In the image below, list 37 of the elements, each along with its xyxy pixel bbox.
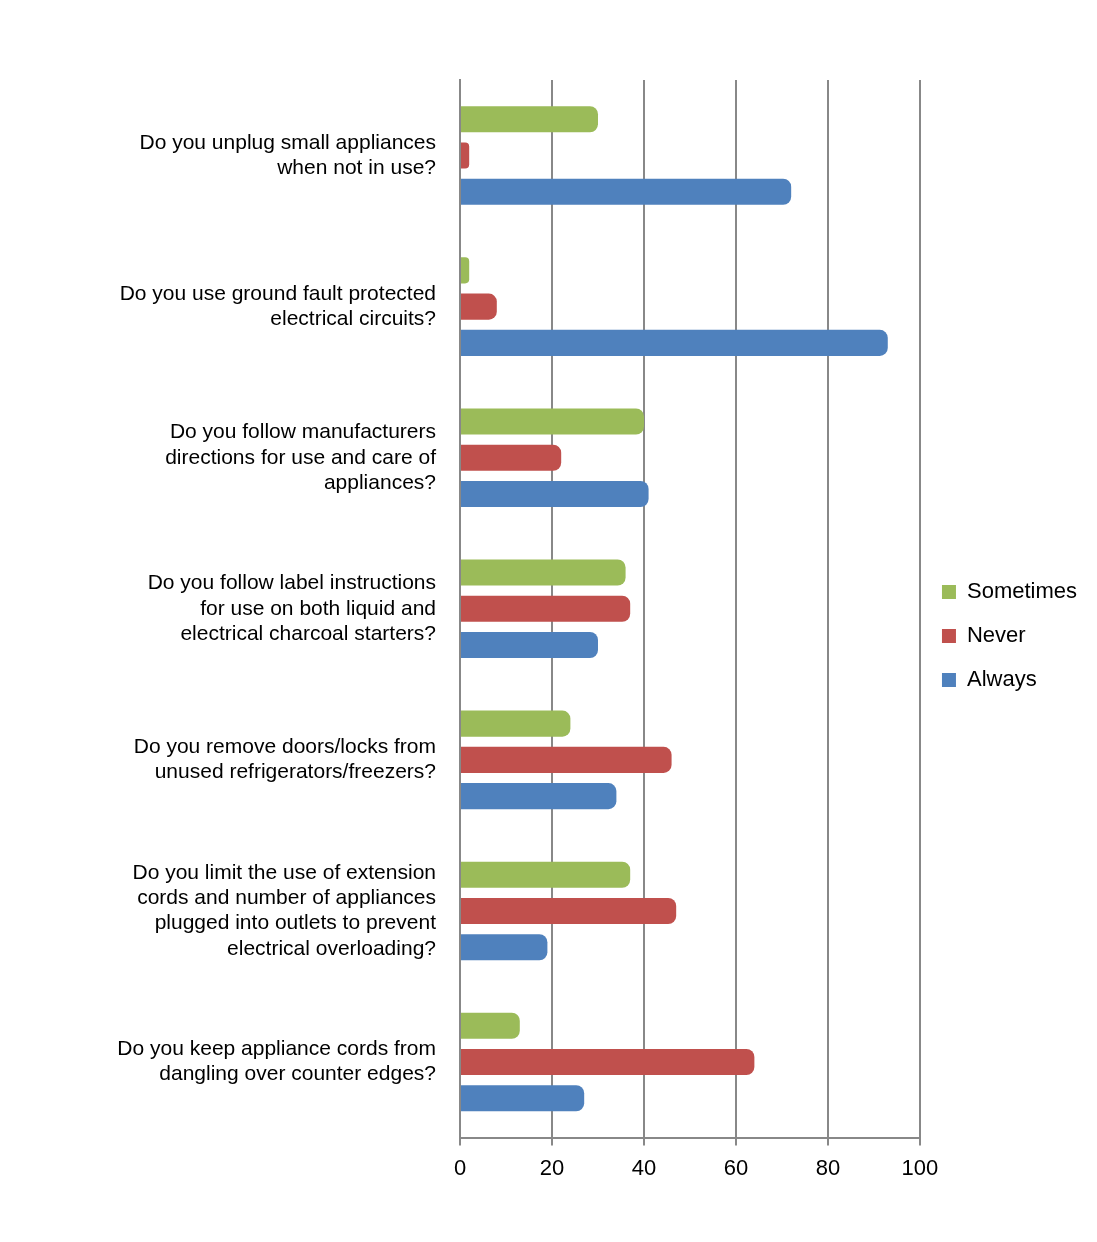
bar bbox=[461, 861, 631, 888]
legend-label: Never bbox=[966, 622, 1026, 648]
y-tick-label: Do you follow label instructions for use on both liquid and electrical charcoal starters? bbox=[147, 570, 436, 644]
bar bbox=[461, 1049, 755, 1076]
legend-label: Sometimes bbox=[966, 578, 1078, 604]
x-tick-label: 0 bbox=[453, 1154, 467, 1180]
y-tick-label: Do you unplug small appliances when not in use? bbox=[139, 129, 436, 178]
legend-label: Always bbox=[966, 666, 1037, 692]
x-tick-label: 80 bbox=[815, 1154, 841, 1180]
bar bbox=[461, 783, 617, 810]
bar bbox=[461, 934, 548, 961]
bar bbox=[461, 293, 497, 320]
y-tick-label: Do you remove doors/locks from unused refrigerators/freezers? bbox=[133, 734, 436, 783]
bar bbox=[461, 746, 672, 773]
bar bbox=[461, 106, 598, 133]
x-tick-label: 40 bbox=[631, 1154, 657, 1180]
bar bbox=[461, 1012, 520, 1039]
x-tick-label: 20 bbox=[539, 1154, 565, 1180]
x-tick-label: 100 bbox=[901, 1154, 939, 1180]
bar bbox=[461, 480, 649, 508]
y-tick-label: Do you use ground fault protected electrical circuits? bbox=[119, 280, 436, 330]
bar bbox=[461, 444, 562, 471]
bar bbox=[461, 595, 631, 622]
y-tick-label: Do you limit the use of extension cords and number of appliances plugged into outlets to prevent electrical overloading? bbox=[132, 859, 437, 959]
bar bbox=[461, 257, 470, 284]
y-tick-label: Do you follow manufacturers directions for use and care of appliances? bbox=[165, 419, 437, 493]
y-tick-label: Do you keep appliance cords from dangling over counter edges? bbox=[117, 1036, 436, 1085]
x-tick-label: 60 bbox=[723, 1154, 749, 1180]
bar bbox=[461, 632, 598, 659]
bar bbox=[461, 329, 888, 356]
bar bbox=[461, 710, 571, 737]
bar bbox=[461, 897, 677, 925]
bar bbox=[461, 559, 626, 586]
bar bbox=[461, 408, 644, 435]
bar bbox=[461, 1085, 585, 1112]
bar bbox=[461, 142, 470, 169]
bar bbox=[461, 178, 792, 205]
